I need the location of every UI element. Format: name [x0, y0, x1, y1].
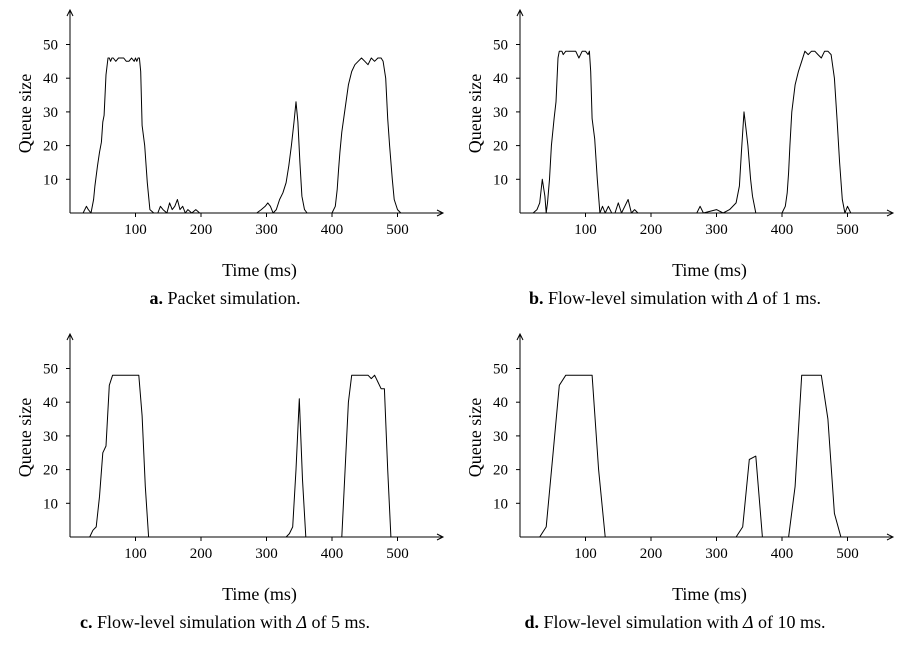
caption-suffix: of 5 ms. — [311, 612, 371, 632]
y-axis-arrow — [66, 8, 74, 17]
x-axis-label: Time (ms) — [672, 584, 747, 605]
x-axis-label: Time (ms) — [222, 584, 297, 605]
caption-prefix: Flow-level simulation with — [96, 612, 292, 632]
y-tick-label: 20 — [493, 463, 508, 479]
y-axis-label: Queue size — [465, 74, 485, 153]
chart-svg: 100 200 300 400 500 10 20 30 40 50 Time (ms) Queue … — [15, 332, 445, 605]
queue-size-series-line — [82, 57, 402, 214]
x-tick-label: 400 — [321, 546, 344, 562]
x-tick-label: 500 — [386, 222, 409, 238]
caption-symbol: Δ — [742, 612, 754, 632]
caption-prefix: Packet simulation. — [167, 288, 301, 308]
chart-panel-c: 100 200 300 400 500 10 20 30 40 50 Time (ms) Queue … — [0, 324, 450, 648]
x-tick-label: 200 — [640, 546, 663, 562]
chart-panel-b: 100 200 300 400 500 10 20 30 40 50 Time (ms) Queue … — [450, 0, 900, 324]
chart-svg: 100 200 300 400 500 10 20 30 40 50 Time (ms) Queue … — [465, 332, 895, 605]
x-tick-label: 100 — [124, 222, 147, 238]
y-tick-label: 50 — [43, 362, 58, 378]
x-tick-label: 300 — [255, 222, 278, 238]
y-axis-label: Queue size — [465, 398, 485, 477]
y-tick-label: 10 — [43, 172, 58, 188]
caption-prefix: Flow-level simulation with — [547, 288, 743, 308]
y-tick-label: 50 — [43, 38, 58, 54]
x-tick-label: 400 — [321, 222, 344, 238]
x-tick-label: 400 — [771, 546, 794, 562]
x-tick-label: 400 — [771, 222, 794, 238]
x-tick-label: 100 — [574, 546, 597, 562]
queue-size-series-line — [83, 374, 398, 538]
y-axis-arrow — [516, 332, 524, 341]
y-tick-label: 40 — [43, 71, 58, 87]
chart-caption: a. Packet simulation. — [0, 288, 450, 309]
y-axis-arrow — [516, 8, 524, 17]
x-tick-label: 100 — [124, 546, 147, 562]
chart-panel-a: 100 200 300 400 500 10 20 30 40 50 Time (ms) Queue … — [0, 0, 450, 324]
chart-caption: b. Flow-level simulation with Δ of 1 ms. — [450, 288, 900, 309]
y-tick-label: 40 — [43, 395, 58, 411]
y-tick-label: 10 — [493, 172, 508, 188]
x-axis-arrow — [436, 209, 445, 217]
y-tick-label: 20 — [43, 463, 58, 479]
y-tick-label: 30 — [43, 105, 58, 121]
chart-caption: c. Flow-level simulation with Δ of 5 ms. — [0, 612, 450, 633]
y-axis-label: Queue size — [15, 398, 35, 477]
x-axis-arrow — [436, 533, 445, 541]
x-axis-label: Time (ms) — [222, 260, 297, 281]
chart-svg: 100 200 300 400 500 10 20 30 40 50 Time (ms) Queue … — [465, 8, 895, 281]
y-tick-label: 10 — [43, 496, 58, 512]
x-tick-label: 500 — [836, 546, 859, 562]
x-tick-label: 500 — [386, 546, 409, 562]
x-tick-label: 100 — [574, 222, 597, 238]
y-tick-label: 10 — [493, 496, 508, 512]
chart-svg: 100 200 300 400 500 10 20 30 40 50 Time (ms) Queue … — [15, 8, 445, 281]
y-axis-arrow — [66, 332, 74, 341]
caption-prefix: Flow-level simulation with — [543, 612, 739, 632]
caption-letter: c. — [79, 612, 93, 632]
queue-size-series-line — [532, 50, 852, 214]
chart-caption: d. Flow-level simulation with Δ of 10 ms… — [450, 612, 900, 633]
x-tick-label: 200 — [190, 546, 213, 562]
y-tick-label: 40 — [493, 71, 508, 87]
x-tick-label: 200 — [190, 222, 213, 238]
y-tick-label: 30 — [493, 429, 508, 445]
caption-letter: d. — [524, 612, 539, 632]
x-tick-label: 300 — [705, 546, 728, 562]
y-tick-label: 50 — [493, 362, 508, 378]
y-tick-label: 20 — [43, 139, 58, 155]
caption-suffix: of 10 ms. — [758, 612, 826, 632]
x-tick-label: 300 — [255, 546, 278, 562]
caption-symbol: Δ — [296, 612, 308, 632]
x-tick-label: 200 — [640, 222, 663, 238]
x-tick-label: 500 — [836, 222, 859, 238]
x-axis-arrow — [886, 533, 895, 541]
x-axis-label: Time (ms) — [672, 260, 747, 281]
caption-letter: b. — [528, 288, 544, 308]
chart-panel-d: 100 200 300 400 500 10 20 30 40 50 Time (ms) Queue … — [450, 324, 900, 648]
caption-suffix: of 1 ms. — [762, 288, 822, 308]
caption-symbol: Δ — [747, 288, 759, 308]
x-tick-label: 300 — [705, 222, 728, 238]
y-tick-label: 30 — [493, 105, 508, 121]
x-axis-arrow — [886, 209, 895, 217]
caption-letter: a. — [149, 288, 164, 308]
y-tick-label: 20 — [493, 139, 508, 155]
y-tick-label: 50 — [493, 38, 508, 54]
y-axis-label: Queue size — [15, 74, 35, 153]
queue-size-series-line — [533, 374, 848, 538]
y-tick-label: 40 — [493, 395, 508, 411]
y-tick-label: 30 — [43, 429, 58, 445]
